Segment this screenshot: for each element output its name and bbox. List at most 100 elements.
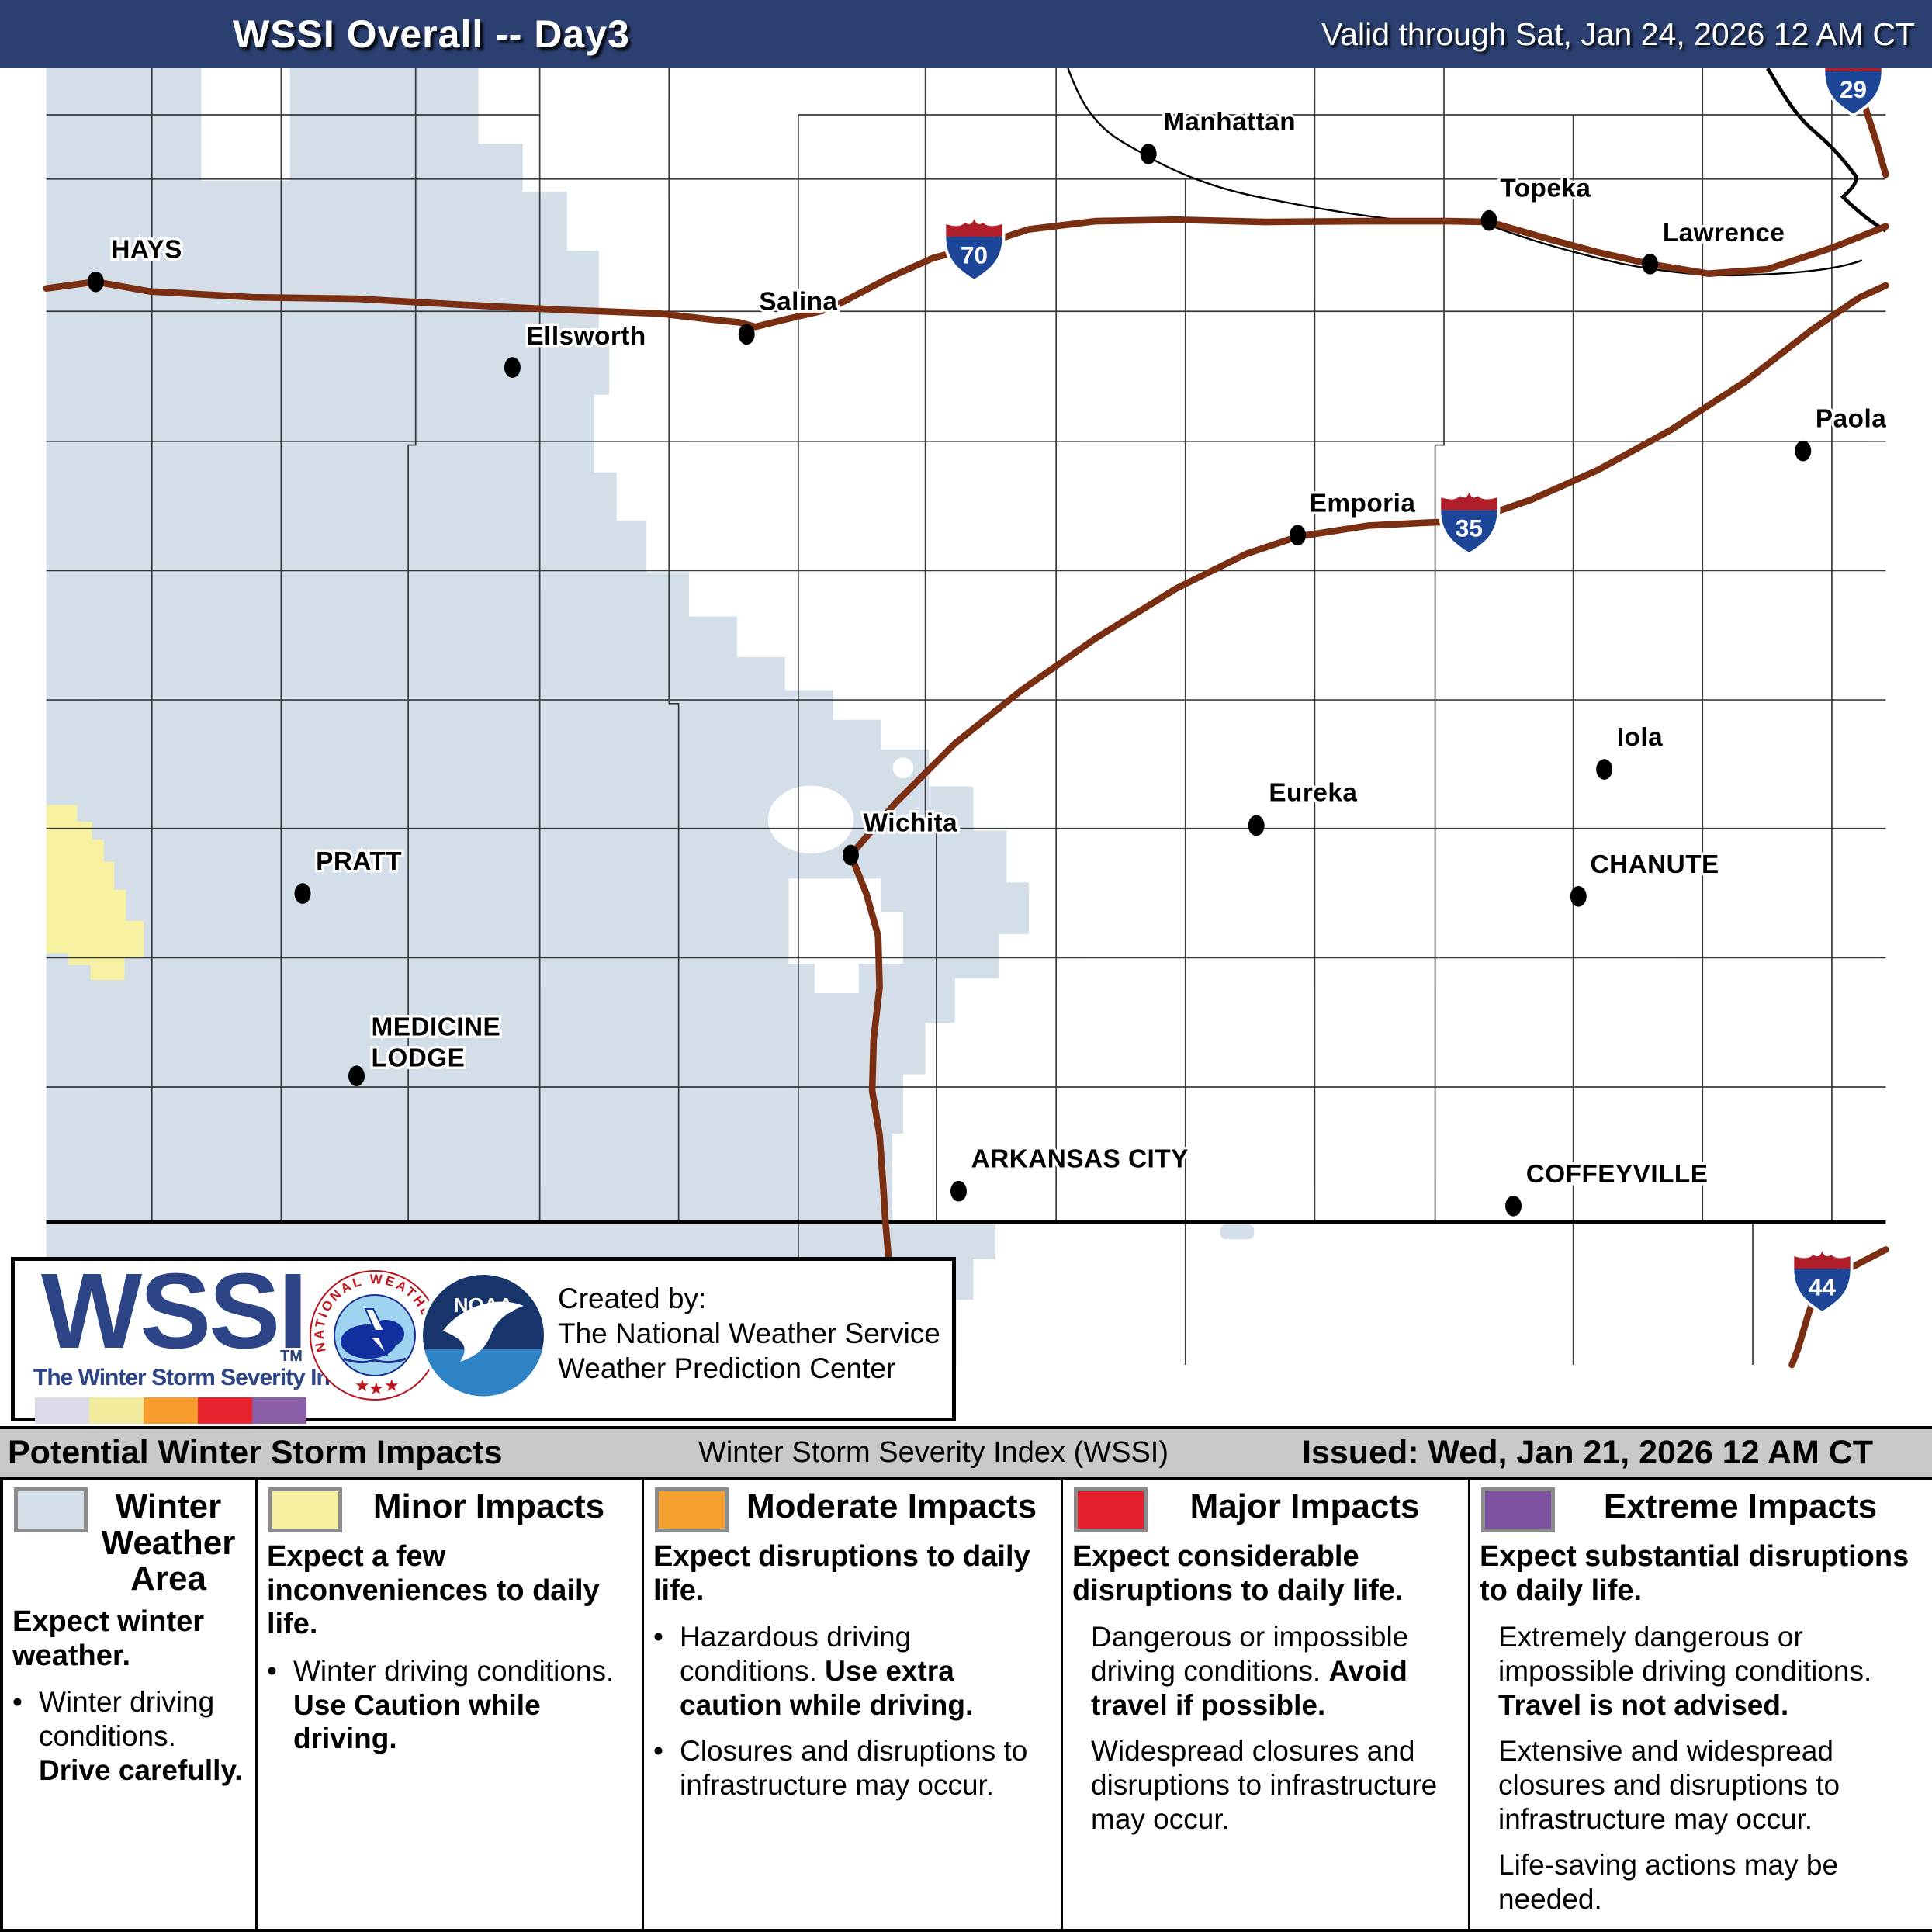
legend-item-text: Extremely dangerous or impossible drivin… [1498,1620,1927,1722]
created-by-line: Created by: [558,1283,707,1314]
city-label: Manhattan [1163,108,1296,137]
city-marker: PRATT [294,845,404,904]
legend-lead-text: Expect winter weather. [12,1605,205,1672]
shield-number: 29 [1840,76,1867,103]
created-by-line: The National Weather Service [558,1317,940,1349]
legend-column-header: Extreme Impacts [1470,1480,1932,1532]
winter-weather-blob [1220,1224,1255,1240]
legend-item: Extremely dangerous or impossible drivin… [1470,1608,1932,1722]
legend-item-emphasis: Drive carefully. [39,1754,243,1786]
city-dot [348,1065,365,1087]
city-dot [1248,815,1265,836]
created-by-block: Created by: The National Weather Service… [558,1281,940,1386]
city-label: Iola [1617,723,1663,752]
city-label: PRATT [316,847,402,876]
legend-item-run: Dangerous or impossible driving conditio… [1091,1621,1409,1688]
legend-item: Extensive and widespread closures and di… [1470,1722,1932,1836]
legend-lead-text: Expect disruptions to daily life. [653,1540,1030,1607]
city-marker: Salina [738,285,840,345]
legend-item-run: Closures and disruptions to infrastructu… [680,1735,1028,1801]
city-label: Lawrence [1663,219,1785,248]
city-label: CHANUTE [1591,850,1719,879]
valid-through-text: Valid through Sat, Jan 24, 2026 12 AM CT [1321,16,1915,52]
legend-column-moderate-impacts: Moderate Impacts Expect disruptions to da… [642,1480,1061,1932]
legend-item: • Closures and disruptions to infrastruct… [644,1722,1061,1802]
legend-item-text: Widespread closures and disruptions to i… [1091,1734,1463,1836]
legend-item-run: Winter driving conditions. [293,1655,615,1688]
city-marker: Paola [1795,402,1889,462]
shield-number: 35 [1456,515,1483,542]
status-bar-title: Potential Winter Storm Impacts [8,1434,503,1471]
city-dot [1290,525,1306,546]
created-by-line: Weather Prediction Center [558,1352,896,1384]
legend-column-title: Minor Impacts [372,1487,605,1525]
legend-item-emphasis: Travel is not advised. [1498,1688,1789,1721]
legend-column-header: Winter Weather Area [3,1480,255,1598]
palette-swatch [35,1397,89,1424]
shield-number: 44 [1809,1273,1836,1300]
legend-column-header: Minor Impacts [258,1480,642,1532]
legend-item: Life-saving actions may be needed. [1470,1836,1932,1916]
palette-swatch [144,1397,198,1424]
legend-item-run: Life-saving actions may be needed. [1498,1849,1839,1915]
legend-item: • Winter driving conditions. Use Caution … [258,1642,642,1756]
city-label: Eureka [1269,779,1357,808]
legend-column-major-impacts: Major Impacts Expect considerable disrupt… [1061,1480,1468,1932]
city-label: Ellsworth [526,322,646,351]
unshaded-hole [892,757,914,778]
legend-item-run: Extensive and widespread closures and di… [1498,1735,1840,1835]
interstate-shield-44: 44 [1791,1242,1854,1314]
county-boundaries [46,68,1886,1365]
legend-item-run: Widespread closures and disruptions to i… [1091,1735,1438,1835]
city-dot [738,324,755,345]
legend-column-title: Major Impacts [1189,1487,1420,1525]
palette-swatch [252,1397,306,1424]
city-marker: Iola [1596,721,1665,780]
major-impacts-color-swatch [1074,1487,1148,1532]
header-bar: WSSI Overall -- Day3 Valid through Sat, … [0,0,1932,68]
svg-text:★: ★ [355,1376,370,1395]
indent-spacer [1480,1734,1498,1836]
legend-item-emphasis: Avoid travel if possible. [1091,1655,1407,1721]
legend-column-winter-weather-area: Winter Weather Area Expect winter weather… [0,1480,255,1932]
legend-item-emphasis: Use extra caution while driving. [680,1655,974,1721]
city-marker: Eureka [1248,776,1359,836]
minor-impacts-area [46,805,144,980]
palette-swatch [198,1397,252,1424]
city-dot [504,357,521,378]
city-dot [1140,144,1157,164]
wssi-severity-palette [35,1397,306,1424]
legend-item-text: Winter driving conditions. Use Caution w… [293,1654,637,1756]
city-marker: MEDICINE LODGE [348,1010,503,1087]
bullet-glyph: • [12,1686,23,1719]
indent-spacer [1072,1620,1091,1722]
city-marker: Lawrence [1642,216,1787,275]
legend-item-run: Extremely dangerous or impossible drivin… [1498,1621,1872,1688]
legend-lead-text: Expect considerable disruptions to daily… [1072,1540,1404,1607]
city-dot [1505,1195,1522,1217]
city-dot [294,883,311,904]
minor-impacts-color-swatch [268,1487,342,1532]
map-canvas: 70 35 44 29 HAYS Ellsworth Salina Manhattan Tope… [0,44,1932,1426]
city-label: HAYS [111,236,182,265]
legend-item-run: Hazardous driving conditions. [680,1621,912,1688]
indent-spacer [1480,1848,1498,1916]
status-bar-subtitle: Winter Storm Severity Index (WSSI) [698,1436,1169,1469]
legend-item: Widespread closures and disruptions to i… [1063,1722,1468,1836]
wssi-logo-box: WSSI TM The Winter Storm Severity Index … [11,1252,956,1424]
city-label: LODGE [372,1044,466,1072]
indent-spacer [1480,1620,1498,1722]
city-label: MEDICINE [372,1013,501,1041]
status-bar: Potential Winter Storm Impacts Winter St… [0,1426,1932,1480]
svg-text:★: ★ [384,1376,400,1395]
legend-column-minor-impacts: Minor Impacts Expect a few inconveniences… [255,1480,642,1932]
city-dot [950,1180,967,1202]
interstate-shield-70: 70 [943,210,1006,282]
palette-swatch [89,1397,144,1424]
page-title: WSSI Overall -- Day3 [233,12,630,56]
impact-legend: Winter Weather Area Expect winter weather… [0,1480,1932,1932]
city-label: Emporia [1310,489,1416,518]
legend-item-text: Dangerous or impossible driving conditio… [1091,1620,1463,1722]
legend-item: • Hazardous driving conditions. Use extra… [644,1608,1061,1722]
